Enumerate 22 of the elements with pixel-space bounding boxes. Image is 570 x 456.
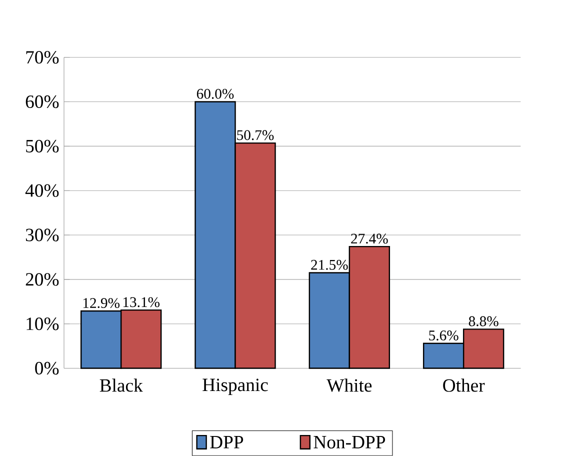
legend-label: Non-DPP — [314, 436, 386, 449]
data-label: 21.5% — [311, 260, 348, 270]
y-tick-label: 20% — [26, 273, 59, 286]
x-tick-label: Other — [443, 378, 485, 392]
legend-label: DPP — [210, 436, 244, 448]
y-tick-label: 40% — [25, 184, 59, 197]
y-tick-label: 60% — [26, 95, 59, 108]
x-tick-label: White — [326, 378, 372, 392]
x-tick-label: Black — [100, 378, 143, 392]
y-tick-label: 10% — [26, 318, 59, 330]
data-label: 50.7% — [237, 130, 274, 140]
data-label: 13.1% — [123, 297, 160, 308]
y-tick-label: 70% — [26, 51, 59, 64]
y-tick-label: 0% — [35, 362, 59, 375]
y-tick-label: 50% — [26, 140, 59, 153]
x-tick-label: Hispanic — [202, 378, 268, 396]
data-label: 60.0% — [196, 88, 234, 99]
data-label: 5.6% — [429, 330, 458, 341]
data-label: 8.8% — [468, 316, 498, 326]
data-label: 12.9% — [83, 298, 120, 308]
y-tick-label: 30% — [26, 228, 59, 242]
data-label: 27.4% — [351, 234, 388, 244]
